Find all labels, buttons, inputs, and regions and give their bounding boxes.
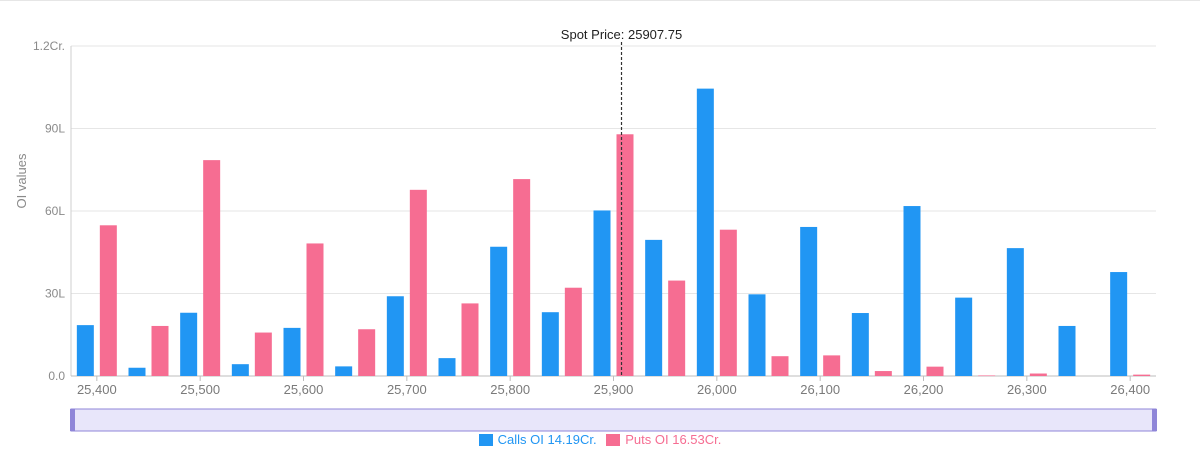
legend: Calls OI 14.19Cr. Puts OI 16.53Cr. xyxy=(0,432,1200,449)
calls-oi-bar xyxy=(1058,325,1076,376)
x-tick-label: 25,800 xyxy=(490,382,530,397)
x-tick-label: 26,200 xyxy=(904,382,944,397)
calls-oi-bar xyxy=(696,88,714,376)
calls-oi-bar xyxy=(283,327,301,376)
calls-oi-bar xyxy=(1006,248,1024,376)
legend-item-calls[interactable]: Calls OI 14.19Cr. xyxy=(478,432,597,447)
x-tick-label: 25,700 xyxy=(387,382,427,397)
puts-oi-bar xyxy=(306,243,324,376)
calls-oi-bar xyxy=(231,364,249,376)
puts-oi-bar xyxy=(564,287,582,376)
puts-oi-bar xyxy=(978,375,996,377)
x-tick-label: 25,600 xyxy=(284,382,324,397)
puts-oi-bar xyxy=(151,325,169,376)
calls-oi-bar xyxy=(76,325,94,376)
calls-oi-bar xyxy=(1110,272,1128,376)
puts-oi-bar xyxy=(409,189,427,376)
puts-oi-bar xyxy=(513,179,531,376)
navigator-right-handle[interactable] xyxy=(1152,409,1157,431)
puts-oi-bar xyxy=(1029,373,1047,376)
calls-oi-bar xyxy=(335,366,353,376)
puts-oi-bar xyxy=(358,329,376,376)
puts-oi-bar xyxy=(1133,374,1151,376)
x-tick-label: 25,400 xyxy=(77,382,117,397)
x-tick-label: 26,000 xyxy=(697,382,737,397)
puts-oi-bar xyxy=(461,303,479,376)
calls-oi-bar xyxy=(541,312,559,376)
puts-oi-bar xyxy=(203,160,221,376)
legend-item-puts[interactable]: Puts OI 16.53Cr. xyxy=(606,432,721,447)
x-tick-label: 26,400 xyxy=(1110,382,1150,397)
calls-oi-bar xyxy=(851,313,869,376)
legend-swatch-calls xyxy=(478,433,493,446)
y-tick-label: 1.2Cr. xyxy=(33,39,65,53)
puts-oi-bar xyxy=(99,225,117,376)
puts-oi-bar xyxy=(668,280,686,376)
puts-oi-bar xyxy=(926,366,944,376)
calls-oi-bar xyxy=(748,294,766,376)
legend-swatch-puts xyxy=(606,433,621,446)
y-axis-title: OI values xyxy=(14,153,29,208)
spot-price-label: Spot Price: 25907.75 xyxy=(561,27,682,42)
legend-label-puts: Puts OI 16.53Cr. xyxy=(625,432,722,447)
puts-oi-bar xyxy=(616,134,634,376)
calls-oi-bar xyxy=(955,297,973,376)
top-border xyxy=(0,0,1200,1)
calls-oi-bar xyxy=(645,239,663,376)
y-tick-label: 60L xyxy=(45,204,65,218)
x-tick-label: 25,900 xyxy=(594,382,634,397)
x-tick-label: 26,100 xyxy=(800,382,840,397)
calls-oi-bar xyxy=(438,358,456,376)
calls-oi-bar xyxy=(180,312,198,376)
x-tick-label: 26,300 xyxy=(1007,382,1047,397)
y-tick-label: 0.0 xyxy=(48,369,65,383)
navigator-track[interactable] xyxy=(70,408,1157,432)
puts-oi-bar xyxy=(874,371,892,376)
navigator-left-handle[interactable] xyxy=(70,409,75,431)
puts-oi-bar xyxy=(719,229,737,376)
puts-oi-bar xyxy=(771,356,789,376)
calls-oi-bar xyxy=(903,206,921,376)
calls-oi-bar xyxy=(128,367,146,376)
calls-oi-bar xyxy=(490,246,508,376)
calls-oi-bar xyxy=(800,226,818,376)
puts-oi-bar xyxy=(254,332,272,376)
x-tick-label: 25,500 xyxy=(180,382,220,397)
legend-label-calls: Calls OI 14.19Cr. xyxy=(497,432,597,447)
oi-bar-chart: 0.0 30L 60L 90L 1.2Cr. 25,400 25,500 25,600 25,… xyxy=(14,27,1157,432)
puts-oi-bar xyxy=(823,355,841,376)
calls-oi-bar xyxy=(386,296,404,376)
calls-oi-bar xyxy=(593,210,611,376)
y-tick-label: 90L xyxy=(45,122,65,136)
y-tick-label: 30L xyxy=(45,287,65,301)
range-navigator[interactable] xyxy=(70,408,1157,432)
